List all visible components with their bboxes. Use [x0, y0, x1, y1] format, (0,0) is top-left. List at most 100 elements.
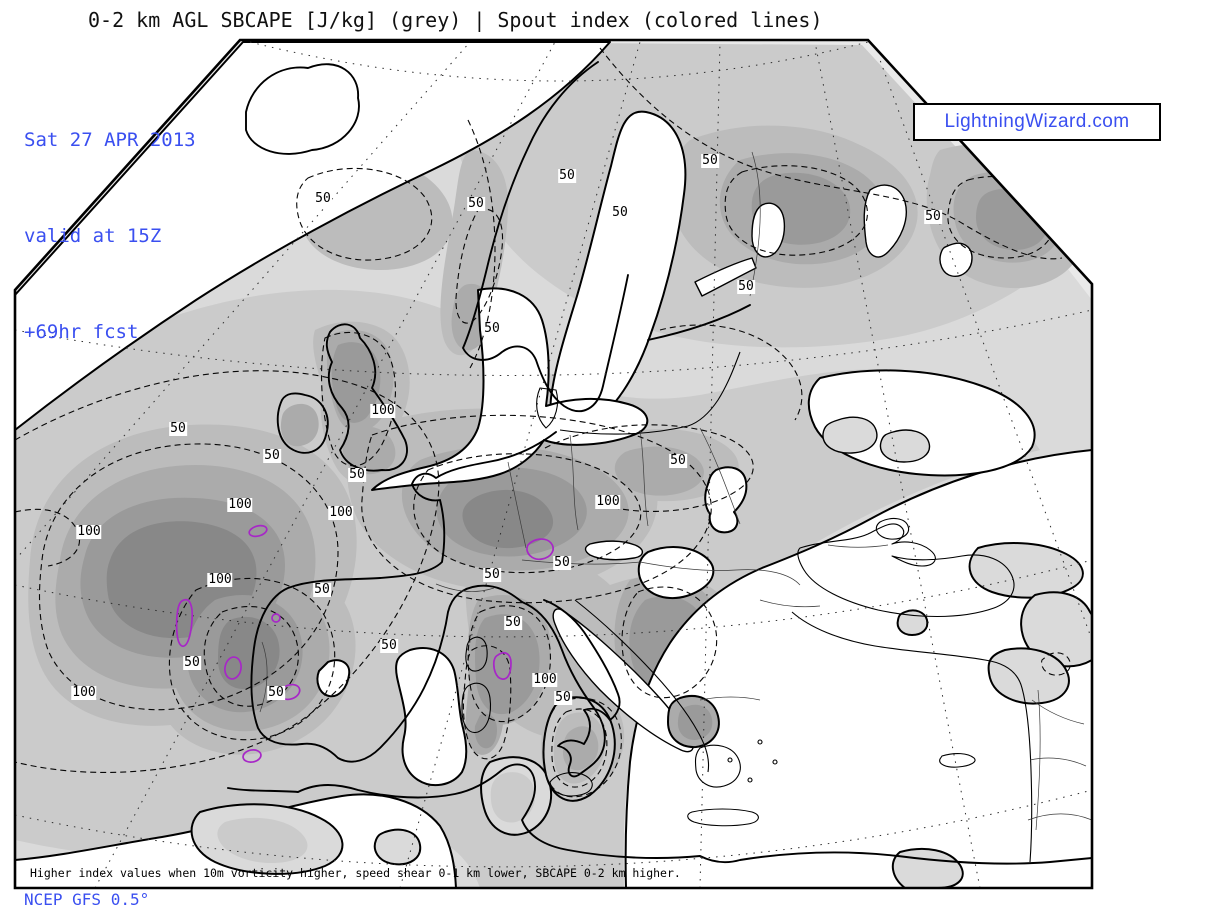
baltic-south-coast [559, 351, 741, 435]
cape-blob [822, 416, 878, 454]
turkey-levant-coast [791, 611, 1033, 863]
gulf-of-finland [694, 257, 757, 297]
north-africa-coast [227, 763, 1092, 865]
contour-value-label: 50 [380, 638, 398, 653]
spout-contour [242, 749, 262, 763]
map-layers [15, 40, 1092, 888]
contour-value-label: 100 [227, 497, 253, 512]
cape-blob [373, 828, 422, 866]
map-frame [13, 38, 1094, 890]
peloponnese-coast [694, 744, 741, 788]
corsica-coast [465, 636, 488, 672]
cape-blob [490, 772, 536, 823]
contour-value-label: 50 [553, 555, 571, 570]
index-explanation-note: Higher index values when 10m vorticity h… [30, 866, 681, 880]
cape-blob [968, 542, 1084, 599]
great-britain-coast [325, 323, 408, 472]
zero-cape-region [316, 659, 351, 698]
contour-value-label: 50 [924, 209, 942, 224]
forecast-lead-time: +69hr fcst [24, 321, 139, 343]
contour-value-label: 50 [554, 690, 572, 705]
contour-value-label: 100 [532, 672, 558, 687]
contour-value-label: 50 [314, 191, 332, 206]
zero-cape-region [637, 546, 715, 599]
model-source-label: NCEP GFS 0.5° [24, 890, 150, 909]
cape-blob [987, 647, 1070, 705]
aegean-island [757, 739, 763, 745]
lake-onega [939, 242, 973, 277]
contour-value-label: 50 [467, 196, 485, 211]
page-title: 0-2 km AGL SBCAPE [J/kg] (grey) | Spout … [88, 8, 823, 32]
denmark-coast [536, 387, 559, 429]
contour-value-label: 100 [595, 494, 621, 509]
contour-value-label: 50 [558, 168, 576, 183]
spout-contour [175, 598, 194, 647]
contour-value-label: 100 [76, 524, 102, 539]
aegean-island [747, 777, 753, 783]
spout-contour [271, 613, 281, 623]
crete-coast [687, 808, 759, 827]
contour-value-label: 50 [483, 321, 501, 336]
contour-value-label: 50 [483, 567, 501, 582]
dashed-contours [15, 47, 1071, 798]
contour-value-label: 50 [611, 205, 629, 220]
cape-core [280, 403, 319, 447]
west-europe-coast [250, 431, 557, 763]
contour-value-label: 100 [71, 685, 97, 700]
contour-value-label: 50 [313, 582, 331, 597]
cape-core [342, 426, 396, 475]
cyprus-coast [939, 753, 976, 768]
zero-cape-region [15, 41, 611, 431]
spout-contour [526, 538, 554, 561]
contour-value-label: 50 [701, 153, 719, 168]
forecast-valid-time: valid at 15Z [24, 225, 162, 247]
cape-blob [896, 609, 929, 636]
contour-value-label: 50 [183, 655, 201, 670]
contour-value-label: 50 [737, 279, 755, 294]
lightningwizard-watermark-link[interactable]: LightningWizard.com [913, 103, 1161, 141]
contour-value-label: 100 [328, 505, 354, 520]
cape-blob [677, 704, 713, 740]
aegean-island [727, 757, 733, 763]
forecast-date: Sat 27 APR 2013 [24, 129, 196, 151]
contour-value-label: 100 [370, 403, 396, 418]
cape-dark [331, 342, 381, 423]
contour-value-label: 100 [207, 572, 233, 587]
spout-contour [248, 524, 268, 538]
black-sea-coast [797, 523, 1015, 617]
zero-cape-region [371, 287, 649, 491]
adriatic-sea [552, 608, 694, 753]
iceland-coast [245, 63, 360, 155]
contour-value-label: 50 [169, 421, 187, 436]
balkan-coast [574, 599, 710, 773]
contour-value-label: 50 [504, 615, 522, 630]
contour-value-label: 50 [669, 453, 687, 468]
country-borders [259, 151, 1092, 831]
zero-cape-region [584, 540, 644, 561]
cape-blob [879, 429, 931, 463]
zero-cape-region [395, 647, 468, 787]
aegean-island [772, 759, 778, 765]
cape-dark [474, 713, 497, 749]
sardinia-coast [461, 682, 492, 734]
cape-blob [217, 817, 308, 864]
spout-contour [224, 656, 242, 680]
sea-of-azov-coast [875, 517, 910, 540]
contour-value-label: 50 [348, 467, 366, 482]
italy-coast [521, 599, 621, 778]
spout-contour [492, 652, 512, 680]
zero-cape-region [704, 466, 748, 534]
forecast-info: Sat 27 APR 2013 valid at 15Z +69hr fcst [24, 60, 196, 380]
contour-value-label: 50 [263, 448, 281, 463]
watermark-label: LightningWizard.com [944, 111, 1130, 132]
cape-darkest [462, 489, 554, 549]
cape-blob [891, 847, 964, 888]
graticule [15, 41, 1092, 888]
contour-value-label: 50 [267, 685, 285, 700]
norway-coast [462, 61, 629, 412]
cape-darkest [218, 616, 280, 690]
coastlines [227, 61, 1092, 865]
ireland-coast [276, 392, 329, 454]
